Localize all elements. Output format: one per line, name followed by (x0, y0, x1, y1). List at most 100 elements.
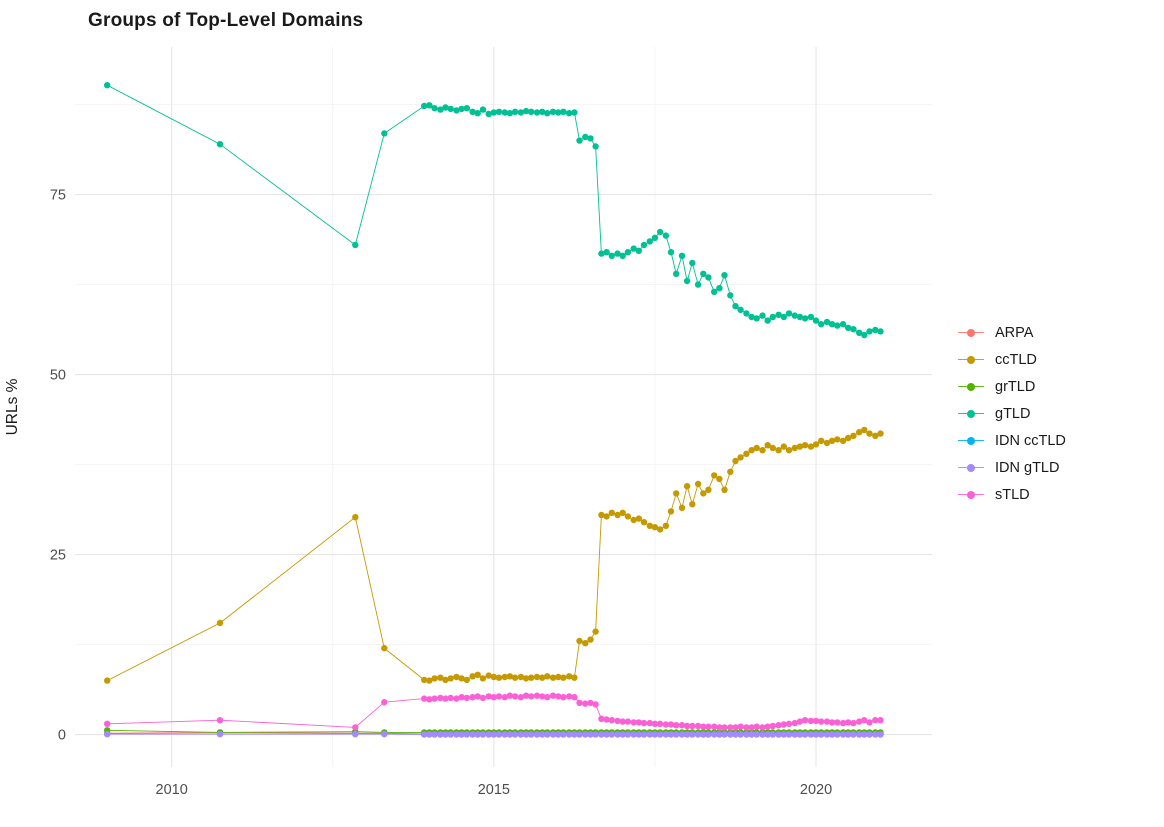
data-point (453, 673, 460, 681)
data-point (635, 247, 642, 254)
data-point (582, 731, 589, 738)
legend-item: gTLD (958, 405, 1162, 423)
data-point (490, 694, 497, 701)
data-point (566, 673, 573, 680)
data-point (555, 693, 562, 700)
data-point (560, 694, 567, 701)
data-point (823, 718, 831, 725)
data-point (539, 674, 546, 681)
data-point (447, 731, 454, 738)
data-point (560, 108, 567, 116)
data-point (828, 321, 836, 328)
data-point (656, 526, 664, 533)
data-point (775, 447, 782, 454)
data-point (721, 724, 728, 731)
legend-item: sTLD (958, 486, 1162, 504)
data-point (619, 509, 626, 516)
data-point (866, 328, 873, 335)
data-point (381, 731, 388, 738)
legend-label: IDN gTLD (995, 459, 1060, 476)
data-point (522, 731, 530, 738)
data-point (576, 699, 583, 707)
data-point (705, 731, 712, 738)
data-point (458, 675, 465, 682)
data-point (711, 723, 718, 730)
data-point (689, 722, 696, 730)
data-point (511, 731, 519, 738)
plot-column: Groups of Top-Level Domains URLs % 0 25 50… (4, 10, 932, 798)
data-point (872, 717, 879, 724)
data-point (812, 441, 820, 448)
data-point (678, 722, 686, 729)
data-point (566, 693, 573, 700)
data-point (431, 105, 438, 112)
x-tick-label: 2010 (156, 782, 188, 798)
data-point (104, 677, 111, 684)
data-point (495, 108, 503, 116)
data-point (511, 674, 519, 681)
data-point (549, 731, 557, 738)
data-point (721, 272, 728, 279)
data-point (743, 450, 750, 457)
data-point (495, 693, 503, 700)
data-point (479, 694, 487, 702)
data-point (528, 108, 535, 116)
data-point (624, 731, 632, 738)
data-point (458, 105, 465, 113)
legend-key-icon (958, 380, 984, 394)
x-tick-label: 2015 (478, 782, 510, 798)
data-point (764, 317, 771, 324)
data-point (866, 719, 873, 726)
data-point (614, 511, 621, 519)
legend-label: ccTLD (995, 351, 1037, 368)
data-point (678, 731, 686, 738)
y-tick-label: 50 (50, 368, 66, 384)
data-point (818, 718, 825, 725)
data-point (791, 312, 798, 319)
data-point (640, 731, 648, 738)
data-point (576, 137, 583, 144)
data-point (780, 721, 787, 728)
data-point (453, 695, 460, 702)
data-point (640, 719, 648, 727)
data-point (769, 313, 776, 321)
data-point (856, 718, 863, 725)
data-point (737, 723, 744, 730)
legend: ARPA ccTLD grTLD gTLD IDN ccTLD IDN gTLD sTLD (952, 0, 1162, 827)
data-point (796, 443, 804, 450)
data-point (522, 107, 530, 115)
data-point (566, 110, 573, 117)
data-point (463, 694, 470, 702)
data-point (528, 693, 535, 700)
data-point (834, 436, 841, 443)
data-point (839, 731, 847, 738)
data-point (683, 731, 691, 738)
data-point (721, 486, 728, 493)
data-point (791, 444, 798, 452)
data-point (845, 324, 852, 331)
data-point (769, 731, 776, 738)
data-point (442, 731, 449, 738)
data-point (737, 306, 744, 313)
data-point (479, 106, 487, 113)
data-point (549, 674, 557, 681)
data-point (694, 480, 702, 488)
data-point (555, 673, 562, 681)
data-point (104, 720, 111, 727)
data-point (646, 719, 653, 727)
data-point (700, 490, 707, 497)
data-point (539, 108, 546, 116)
legend-key-dot (967, 490, 975, 499)
legend-key-icon (958, 407, 984, 421)
data-point (474, 110, 481, 117)
data-point (727, 724, 734, 731)
data-point (737, 731, 744, 738)
data-point (352, 724, 359, 731)
data-point (517, 673, 525, 681)
y-axis-label: URLs % (4, 378, 21, 435)
data-point (759, 312, 766, 319)
data-point (501, 109, 508, 116)
data-point (694, 731, 702, 738)
data-point (850, 432, 857, 439)
data-point (426, 102, 433, 109)
